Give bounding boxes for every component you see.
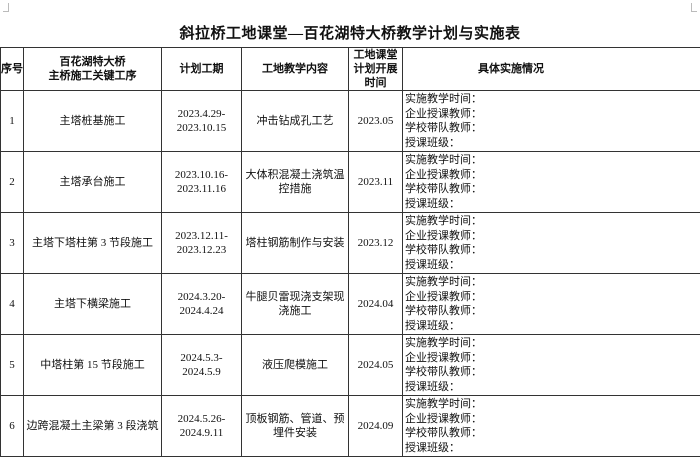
impl-label: 企业授课教师： xyxy=(405,107,700,122)
impl-label: 学校带队教师： xyxy=(405,243,700,258)
cell-impl: 实施教学时间：企业授课教师：学校带队教师：授课班级： xyxy=(403,91,700,152)
header-time-line1: 工地课堂 xyxy=(354,49,398,61)
header-process-line1: 百花湖特大桥 xyxy=(60,56,126,68)
header-content: 工地教学内容 xyxy=(242,48,349,91)
table-header-row: 序号 百花湖特大桥主桥施工关键工序 计划工期 工地教学内容 工地课堂计划开展时间… xyxy=(1,48,700,91)
cell-period: 2024.3.20-2024.4.24 xyxy=(162,274,242,335)
cell-content: 牛腿贝雷现浇支架现浇施工 xyxy=(242,274,349,335)
impl-label: 学校带队教师： xyxy=(405,304,700,319)
cell-content: 冲击钻成孔工艺 xyxy=(242,91,349,152)
impl-label: 企业授课教师： xyxy=(405,168,700,183)
impl-label: 实施教学时间： xyxy=(405,153,700,168)
header-time-line2: 计划开展时间 xyxy=(354,63,398,89)
header-process-line2: 主桥施工关键工序 xyxy=(49,70,137,82)
cell-no: 4 xyxy=(1,274,24,335)
cell-impl: 实施教学时间：企业授课教师：学校带队教师：授课班级： xyxy=(403,396,700,457)
impl-label: 实施教学时间： xyxy=(405,397,700,412)
impl-label: 授课班级： xyxy=(405,319,700,334)
cell-impl: 实施教学时间：企业授课教师：学校带队教师：授课班级： xyxy=(403,335,700,396)
impl-label: 授课班级： xyxy=(405,197,700,212)
cell-period: 2023.4.29-2023.10.15 xyxy=(162,91,242,152)
impl-label: 实施教学时间： xyxy=(405,92,700,107)
impl-label: 学校带队教师： xyxy=(405,121,700,136)
cell-process: 边跨混凝土主梁第 3 段浇筑 xyxy=(24,396,162,457)
cell-time: 2023.05 xyxy=(349,91,403,152)
impl-label: 企业授课教师： xyxy=(405,290,700,305)
cell-time: 2023.11 xyxy=(349,152,403,213)
header-no: 序号 xyxy=(1,48,24,91)
impl-label: 企业授课教师： xyxy=(405,229,700,244)
cell-time: 2023.12 xyxy=(349,213,403,274)
cell-content: 液压爬模施工 xyxy=(242,335,349,396)
header-process: 百花湖特大桥主桥施工关键工序 xyxy=(24,48,162,91)
impl-label: 学校带队教师： xyxy=(405,426,700,441)
impl-label: 学校带队教师： xyxy=(405,365,700,380)
cell-process: 主塔下塔柱第 3 节段施工 xyxy=(24,213,162,274)
cell-period: 2024.5.3-2024.5.9 xyxy=(162,335,242,396)
cell-process: 主塔下横梁施工 xyxy=(24,274,162,335)
cell-no: 5 xyxy=(1,335,24,396)
cell-process: 中塔柱第 15 节段施工 xyxy=(24,335,162,396)
plan-table: 序号 百花湖特大桥主桥施工关键工序 计划工期 工地教学内容 工地课堂计划开展时间… xyxy=(0,47,700,457)
cell-no: 3 xyxy=(1,213,24,274)
cell-period: 2023.10.16-2023.11.16 xyxy=(162,152,242,213)
impl-label: 企业授课教师： xyxy=(405,412,700,427)
cell-impl: 实施教学时间：企业授课教师：学校带队教师：授课班级： xyxy=(403,213,700,274)
cell-time: 2024.09 xyxy=(349,396,403,457)
cell-content: 大体积混凝土浇筑温控措施 xyxy=(242,152,349,213)
impl-label: 授课班级： xyxy=(405,441,700,456)
cell-process: 主塔承台施工 xyxy=(24,152,162,213)
cell-impl: 实施教学时间：企业授课教师：学校带队教师：授课班级： xyxy=(403,274,700,335)
cell-time: 2024.05 xyxy=(349,335,403,396)
impl-label: 企业授课教师： xyxy=(405,351,700,366)
cell-impl: 实施教学时间：企业授课教师：学校带队教师：授课班级： xyxy=(403,152,700,213)
cell-content: 塔柱钢筋制作与安装 xyxy=(242,213,349,274)
cell-time: 2024.04 xyxy=(349,274,403,335)
cell-no: 1 xyxy=(1,91,24,152)
header-period: 计划工期 xyxy=(162,48,242,91)
header-impl: 具体实施情况 xyxy=(403,48,700,91)
cell-period: 2024.5.26-2024.9.11 xyxy=(162,396,242,457)
cell-process: 主塔桩基施工 xyxy=(24,91,162,152)
page-corner-mark xyxy=(691,3,697,12)
page-corner-mark xyxy=(3,3,9,12)
impl-label: 实施教学时间： xyxy=(405,214,700,229)
header-time: 工地课堂计划开展时间 xyxy=(349,48,403,91)
document-title: 斜拉桥工地课堂—百花湖特大桥教学计划与实施表 xyxy=(0,22,700,43)
impl-label: 学校带队教师： xyxy=(405,182,700,197)
impl-label: 实施教学时间： xyxy=(405,336,700,351)
cell-content: 顶板钢筋、管道、预埋件安装 xyxy=(242,396,349,457)
impl-label: 实施教学时间： xyxy=(405,275,700,290)
cell-no: 2 xyxy=(1,152,24,213)
impl-label: 授课班级： xyxy=(405,136,700,151)
impl-label: 授课班级： xyxy=(405,380,700,395)
impl-label: 授课班级： xyxy=(405,258,700,273)
cell-period: 2023.12.11-2023.12.23 xyxy=(162,213,242,274)
cell-no: 6 xyxy=(1,396,24,457)
